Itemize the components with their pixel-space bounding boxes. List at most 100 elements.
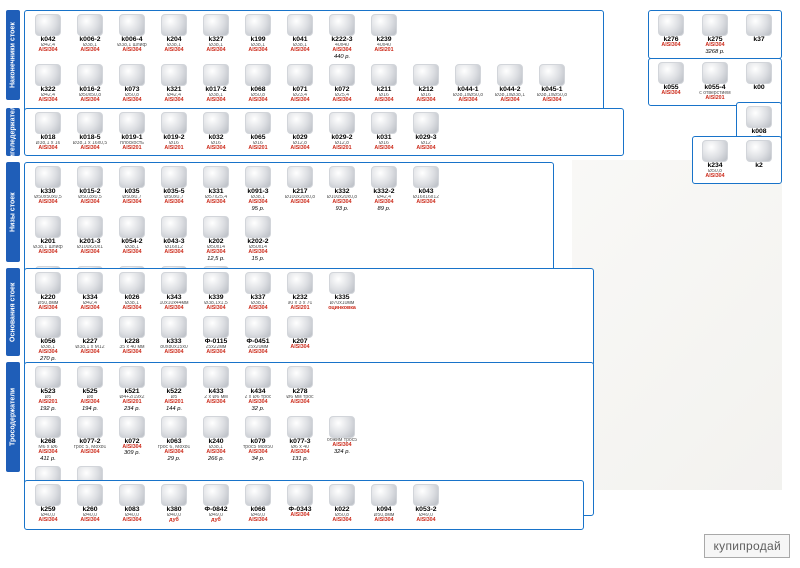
product-item[interactable]: k077-3Ø6 x 40AISI304131 р. (280, 415, 320, 463)
product-item[interactable]: k016-2Ø50x50,8AISI304 (70, 63, 110, 105)
product-item[interactable]: k066Ø49,0AISI304 (238, 483, 278, 525)
product-thumb (203, 316, 229, 338)
product-item[interactable]: k042Ø42,4AISI304 (28, 13, 68, 61)
product-item[interactable]: k207AISI304 (280, 315, 320, 363)
product-code: k204 (166, 36, 181, 43)
product-item[interactable]: k276AISI304 (651, 13, 691, 56)
product-item[interactable]: k201-3Ø100x20x1AISI304 (70, 215, 110, 263)
product-item[interactable]: k335Ø70x10ммоцинковка (322, 271, 362, 313)
product-item[interactable]: k035Ø50x0,7AISI304 (112, 165, 152, 213)
product-item[interactable]: k199Ø38,1AISI304 (238, 13, 278, 61)
product-item[interactable]: k029-3Ø12AISI304 (406, 111, 446, 153)
product-item[interactable]: k019-2Ø16AISI201 (154, 111, 194, 153)
product-item[interactable]: k068Ø50,8AISI304 (238, 63, 278, 105)
product-item[interactable]: k34310x10x44ммAISI304 (154, 271, 194, 313)
product-item[interactable]: Φ-0343AISI304 (280, 483, 320, 525)
product-item[interactable]: k031Ø16AISI304 (364, 111, 404, 153)
product-item[interactable]: k083Ø40,0AISI304 (112, 483, 152, 525)
product-item[interactable]: k077-2трос 5, M8x80AISI304 (70, 415, 110, 463)
product-item[interactable]: k201Ø38,1 шлифAISI304 (28, 215, 68, 263)
product-item[interactable]: k522Ø5AISI201144 р. (154, 365, 194, 413)
product-item[interactable]: k091-3Ø38,1AISI30495 р. (238, 165, 278, 213)
product-item[interactable]: k33380x80x15x0AISI304 (154, 315, 194, 363)
product-item[interactable]: k212Ø16AISI304 (406, 63, 446, 105)
product-item[interactable]: k321Ø42,4AISI304 (154, 63, 194, 105)
product-item[interactable]: k220Ø50,8ммAISI304 (28, 271, 68, 313)
product-item[interactable]: k23940x40AISI201 (364, 13, 404, 61)
product-item[interactable]: k202Ø50x14AISI30412,5 р. (196, 215, 236, 263)
product-item[interactable]: k521Ø4+2/19x2AISI201234 р. (112, 365, 152, 413)
product-item[interactable]: k055AISI304 (651, 61, 691, 103)
product-item[interactable]: Φ-0842Ø49,0дуб (196, 483, 236, 525)
product-item[interactable]: k045-1Ø38,1xØ50,8AISI304 (532, 63, 572, 105)
product-item[interactable]: k044-2Ø38,1xØ38,1AISI304 (490, 63, 530, 105)
product-item[interactable]: k018Ø38,1 x 16AISI304 (28, 111, 68, 153)
product-item[interactable]: k260Ø40,0AISI304 (70, 483, 110, 525)
product-item[interactable]: k339Ø38,1x1,5AISI304 (196, 271, 236, 313)
product-item[interactable]: k041Ø38,1AISI304 (280, 13, 320, 61)
product-item[interactable]: k017-2Ø38,1AISI304 (196, 63, 236, 105)
product-item[interactable]: k071Ø23,4AISI304 (280, 63, 320, 105)
product-item[interactable]: k063трос 6, M8x80AISI30429 р. (154, 415, 194, 463)
product-item[interactable]: k523Ø5AISI201192 р. (28, 365, 68, 413)
product-item[interactable]: k275AISI3043268 р. (695, 13, 735, 56)
product-item[interactable]: k056Ø38,1AISI304270 р. (28, 315, 68, 363)
product-item[interactable]: k380Ø40,0дуб (154, 483, 194, 525)
category-label: Тросодержатели (6, 362, 20, 472)
product-item[interactable]: k006-2Ø38,1AISI304 (70, 13, 110, 61)
product-item[interactable]: k330Ø50x50x0,5AISI304 (28, 165, 68, 213)
product-item[interactable]: k4332 x Ø6 ммAISI304 (196, 365, 236, 413)
product-item[interactable]: k072AISI304309 р. (112, 415, 152, 463)
product-item[interactable]: k4342 x Ø6 тросAISI30432 р. (238, 365, 278, 413)
product-item[interactable]: Φ-011525x22ммAISI304 (196, 315, 236, 363)
product-item[interactable]: k094Ø50,8ммAISI304 (364, 483, 404, 525)
product-item[interactable]: k032Ø16AISI304 (196, 111, 236, 153)
product-item[interactable]: k043Ø16x16x12AISI304 (406, 165, 446, 213)
product-item[interactable]: k015-2Ø50,8x0,5AISI304 (70, 165, 110, 213)
product-item[interactable]: Φ-045125x20ммAISI304 (238, 315, 278, 363)
product-item[interactable]: k073Ø50,8AISI304 (112, 63, 152, 105)
product-item[interactable]: k029-2Ø12,8AISI201 (322, 111, 362, 153)
product-item[interactable]: k278Ø6 мм тросAISI304 (280, 365, 320, 413)
product-item[interactable]: k268M6 x Ø6AISI304411 р. (28, 415, 68, 463)
product-mat: AISI304 (206, 306, 225, 312)
product-item[interactable]: k332Ø100x20x0,8AISI30493 р. (322, 165, 362, 213)
product-item[interactable]: k227Ø38,1 x M12AISI304 (70, 315, 110, 363)
product-item[interactable]: k332-2Ø42,4AISI30489 р. (364, 165, 404, 213)
product-item[interactable]: k204Ø38,1AISI304 (154, 13, 194, 61)
product-item[interactable]: k006-4Ø38,1 шлифAISI304 (112, 13, 152, 61)
product-item[interactable]: k079трос5 M8х50AISI30434 р. (238, 415, 278, 463)
product-item[interactable]: k234Ø50,8AISI304 (695, 139, 735, 181)
product-item[interactable]: k053-2Ø49,0AISI304 (406, 483, 446, 525)
product-item[interactable]: k23290 x 3 x 70AISI201 (280, 271, 320, 313)
product-item[interactable]: k222-340x40AISI304440 р. (322, 13, 362, 61)
product-item[interactable]: k217Ø100x20x0,8AISI304 (280, 165, 320, 213)
product-item[interactable]: k055-4с отверстиемAISI201 (695, 61, 735, 103)
product-item[interactable]: k240Ø38,1AISI304266 р. (196, 415, 236, 463)
product-item[interactable]: k043-3Ø16x12AISI304 (154, 215, 194, 263)
product-item[interactable]: k322Ø42,4AISI304 (28, 63, 68, 105)
product-item[interactable]: k035-5Ø50x0,7AISI304 (154, 165, 194, 213)
product-item[interactable]: k065Ø16AISI201 (238, 111, 278, 153)
product-item[interactable]: k044-1Ø38,1xØ50,8AISI304 (448, 63, 488, 105)
product-item[interactable]: k22835 x 40 ммAISI304 (112, 315, 152, 363)
product-item[interactable]: k00 (739, 61, 779, 103)
product-item[interactable]: k259Ø40,0AISI304 (28, 483, 68, 525)
product-item[interactable]: k054-2Ø38,1AISI304 (112, 215, 152, 263)
product-item[interactable]: k331Ø57x25,4AISI304 (196, 165, 236, 213)
product-item[interactable]: обжим трос5AISI304324 р. (322, 415, 362, 463)
product-item[interactable]: k018-5Ø38,1 x 16x0,5AISI304 (70, 111, 110, 153)
product-item[interactable]: k029Ø12,8AISI304 (280, 111, 320, 153)
product-item[interactable]: k334Ø42,4AISI304 (70, 271, 110, 313)
product-item[interactable]: k2 (739, 139, 779, 181)
product-item[interactable]: k026Ø38,1AISI304 (112, 271, 152, 313)
product-item[interactable]: k327Ø38,1AISI304 (196, 13, 236, 61)
product-item[interactable]: k337Ø38,1AISI304 (238, 271, 278, 313)
product-item[interactable]: k525Ø8AISI304194 р. (70, 365, 110, 413)
product-item[interactable]: k202-2Ø50x14AISI30415 р. (238, 215, 278, 263)
product-item[interactable]: k37 (739, 13, 779, 56)
product-item[interactable]: k072Ø25,4AISI304 (322, 63, 362, 105)
product-item[interactable]: k019-1плоскостьAISI201 (112, 111, 152, 153)
product-item[interactable]: k211Ø16AISI304 (364, 63, 404, 105)
product-item[interactable]: k022Ø50,8AISI304 (322, 483, 362, 525)
